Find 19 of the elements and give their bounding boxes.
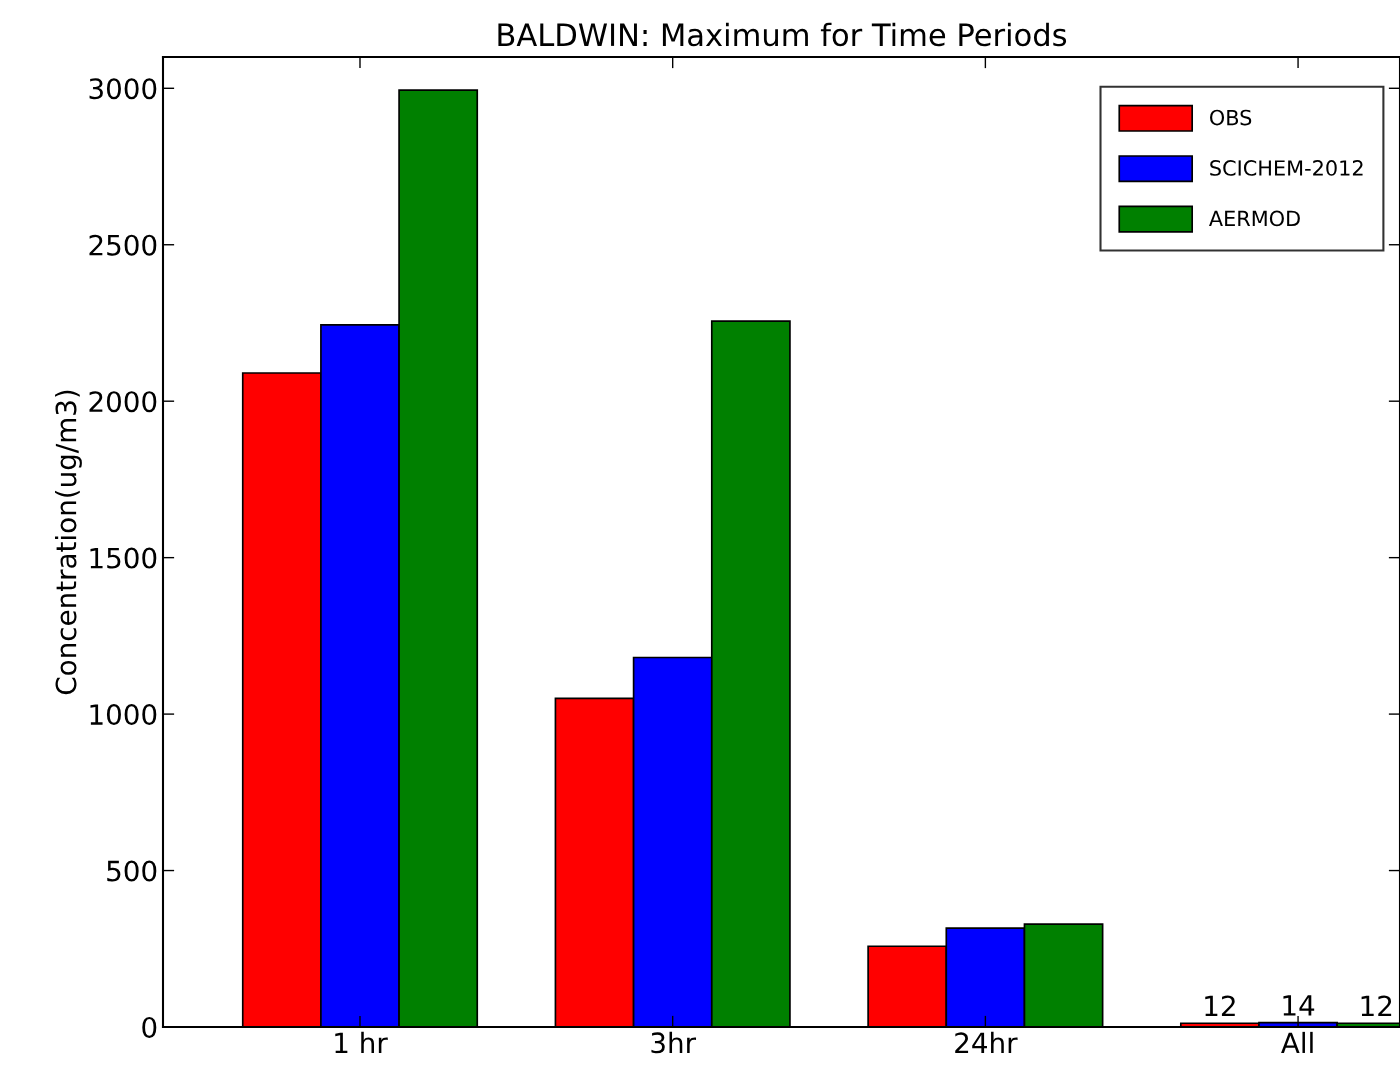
y-axis-title: Concentration(ug/m3) xyxy=(55,390,82,695)
y-tick-label: 2000 xyxy=(89,391,157,413)
y-tick-label: 3000 xyxy=(89,78,157,100)
data-label: 12 xyxy=(1361,995,1392,1017)
x-tick-label: 24hr xyxy=(955,1031,1018,1053)
y-tick-label: 0 xyxy=(142,1016,157,1038)
legend-label: OBS xyxy=(1210,109,1252,126)
x-tick-label: 3hr xyxy=(651,1031,697,1054)
y-tick-label: 2500 xyxy=(89,234,157,256)
chart-title: BALDWIN: Maximum for Time Periods xyxy=(498,22,1067,47)
y-tick-label: 500 xyxy=(107,860,157,882)
x-tick-label: 1 hr xyxy=(335,1031,388,1053)
data-label: 12 xyxy=(1205,995,1235,1017)
x-tick-label: All xyxy=(1281,1031,1313,1053)
y-tick-label: 1000 xyxy=(90,704,157,726)
y-tick-label: 1500 xyxy=(90,547,157,569)
legend-label: AERMOD xyxy=(1209,210,1300,227)
legend-label: SCICHEM-2012 xyxy=(1210,160,1363,176)
data-label: 14 xyxy=(1283,995,1315,1016)
